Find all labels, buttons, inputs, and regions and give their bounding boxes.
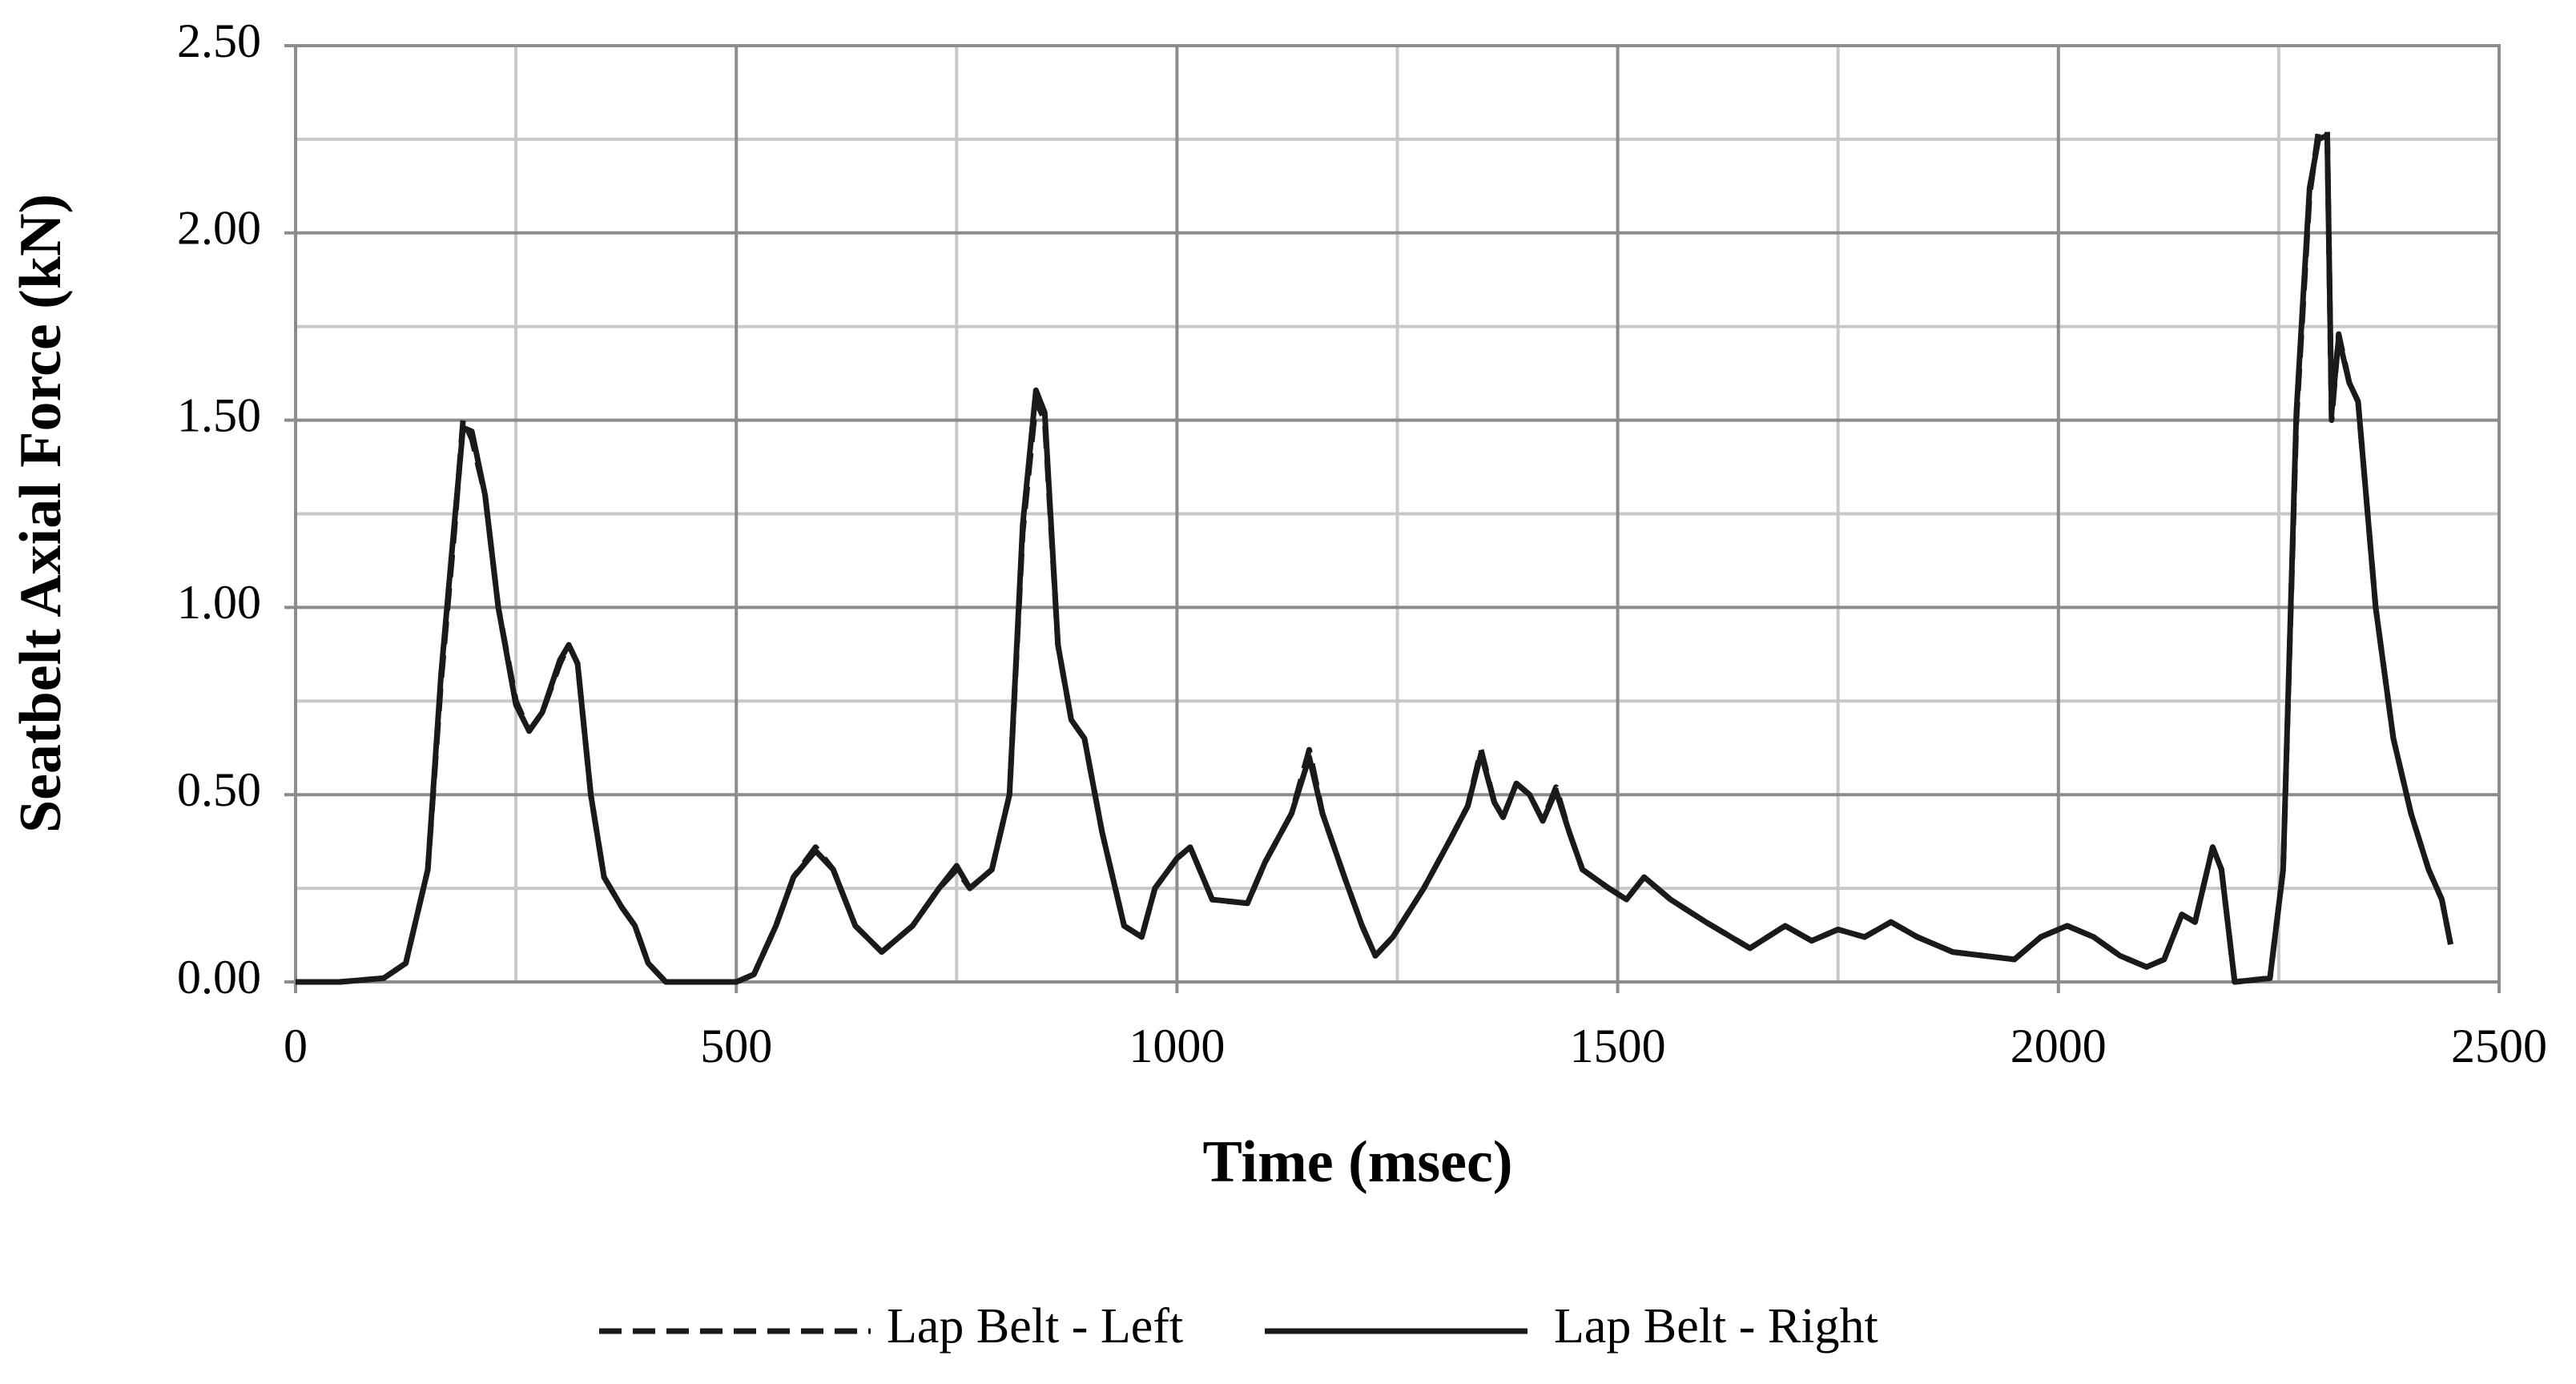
y-axis-title: Seatbelt Axial Force (kN) [8,194,74,833]
y-tick-label: 0.00 [177,951,261,1004]
x-tick-label: 2500 [2451,1020,2547,1072]
y-tick-label: 2.00 [177,202,261,255]
y-tick-label: 2.50 [177,14,261,67]
x-tick-label: 1000 [1129,1020,1225,1072]
series-line [296,129,2453,985]
x-tick-label: 1500 [1570,1020,1666,1072]
legend-label: Lap Belt - Right [1554,1299,1878,1354]
y-tick-label: 1.50 [177,388,261,441]
legend-label: Lap Belt - Left [887,1299,1183,1354]
x-tick-label: 2000 [2010,1020,2107,1072]
x-tick-label: 500 [700,1020,772,1072]
plot-border [294,44,2501,984]
y-tick-label: 1.00 [177,576,261,629]
x-axis-title: Time (msec) [1203,1129,1513,1195]
y-tick-label: 0.50 [177,763,261,816]
x-tick-label: 0 [284,1020,308,1072]
series-line [296,132,2453,985]
